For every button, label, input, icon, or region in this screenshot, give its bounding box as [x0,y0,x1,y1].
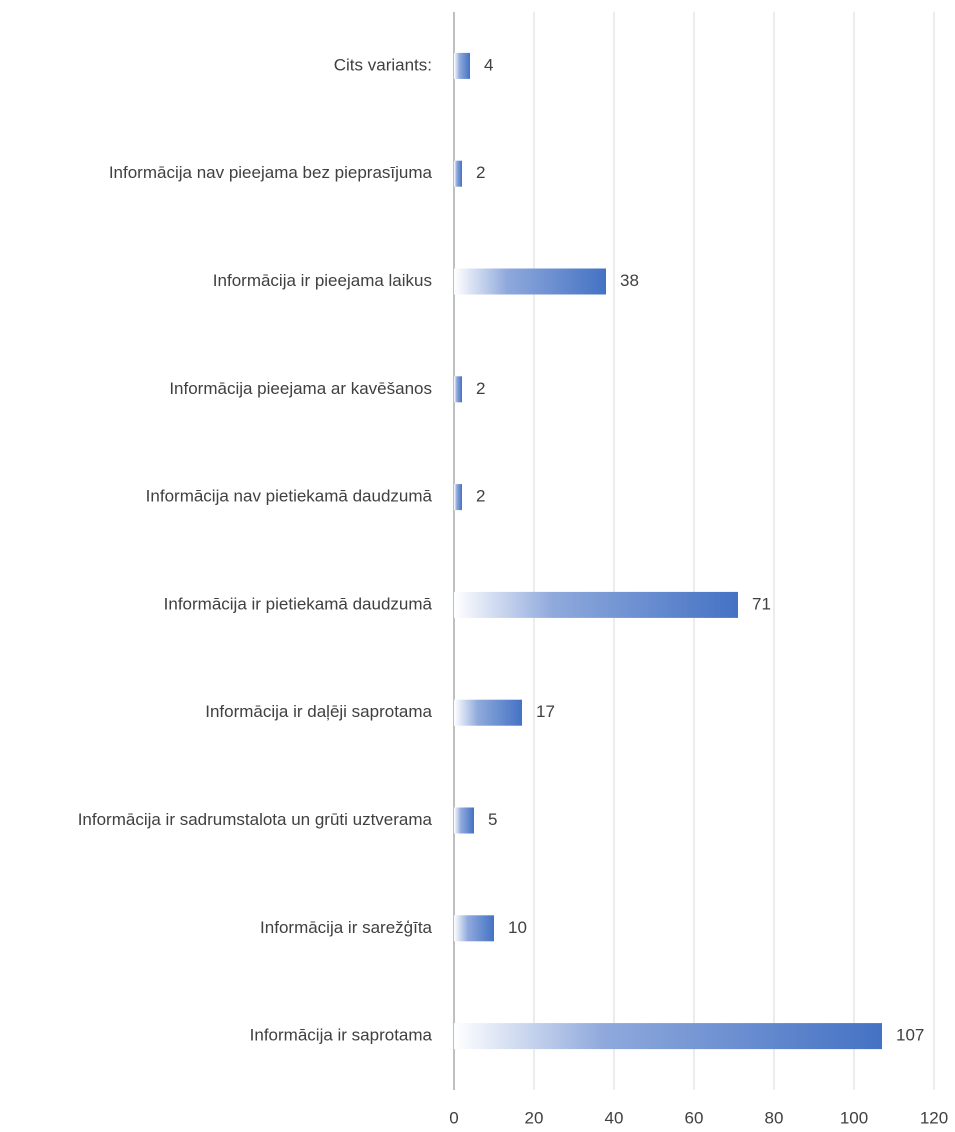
x-tick-label: 0 [449,1108,458,1127]
y-tick-label: Cits variants: [334,55,432,74]
value-label: 5 [488,810,497,829]
bar [454,915,494,942]
y-tick-label: Informācija ir daļēji saprotama [205,702,432,721]
y-tick-label: Informācija ir pieejama laikus [213,271,432,290]
bar [454,268,606,295]
x-tick-label: 80 [765,1108,784,1127]
y-tick-label: Informācija ir sarežģīta [260,918,432,937]
value-label: 2 [476,163,485,182]
value-label: 17 [536,702,555,721]
x-tick-label: 20 [525,1108,544,1127]
y-tick-label: Informācija ir pietiekamā daudzumā [164,594,433,613]
value-label: 71 [752,594,771,613]
y-tick-label: Informācija nav pieejama bez pieprasījum… [109,163,433,182]
bar [454,699,522,726]
bar [454,484,462,511]
value-label: 4 [484,55,493,74]
y-tick-label: Informācija pieejama ar kavēšanos [169,379,432,398]
x-tick-label: 100 [840,1108,868,1127]
value-label: 38 [620,271,639,290]
x-tick-label: 120 [920,1108,948,1127]
y-tick-label: Informācija ir saprotama [250,1026,433,1045]
bar [454,160,462,187]
bar [454,1023,882,1050]
bar [454,52,470,79]
bar [454,807,474,834]
y-tick-label: Informācija nav pietiekamā daudzumā [146,487,433,506]
value-label: 2 [476,379,485,398]
bar [454,376,462,403]
x-tick-label: 40 [605,1108,624,1127]
value-label: 2 [476,487,485,506]
value-label: 10 [508,918,527,937]
x-tick-label: 60 [685,1108,704,1127]
value-label: 107 [896,1026,924,1045]
bar [454,591,738,618]
y-tick-label: Informācija ir sadrumstalota un grūti uz… [78,810,433,829]
